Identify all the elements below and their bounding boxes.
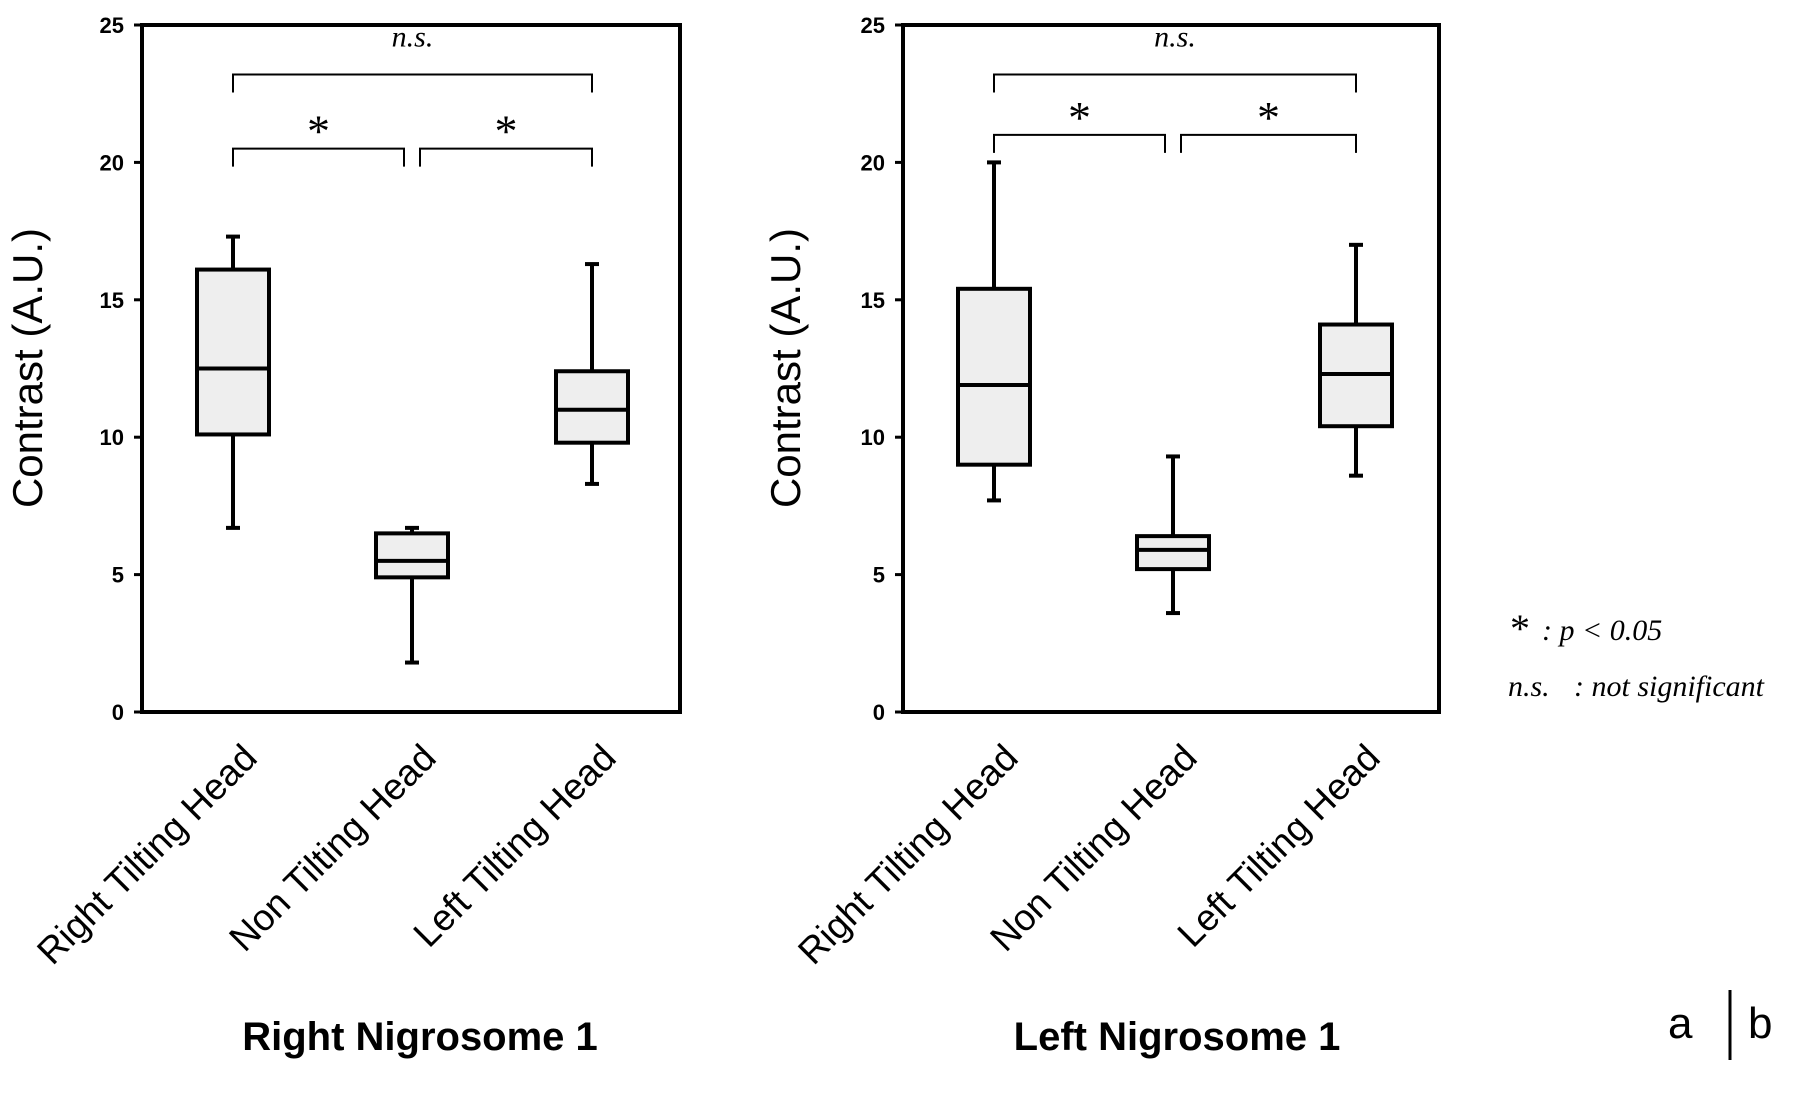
significance-star: * — [307, 106, 330, 157]
y-tick-label: 0 — [112, 700, 124, 725]
significance-bracket: * — [232, 106, 405, 167]
y-tick-label: 5 — [112, 563, 124, 588]
significance-bracket: * — [993, 92, 1166, 153]
x-category-label: Left Tilting Head — [1170, 737, 1388, 955]
box-3 — [1318, 242, 1394, 478]
significance-ns: n.s. — [392, 20, 434, 53]
box-body — [956, 286, 1032, 467]
significance-star: * — [495, 106, 518, 157]
box-2 — [374, 525, 450, 665]
box-body — [1135, 534, 1211, 572]
significance-bracket: n.s. — [232, 20, 593, 93]
box-1 — [195, 234, 271, 530]
bracket-line — [232, 147, 405, 167]
y-tick-label: 25 — [861, 13, 885, 38]
y-tick-label: 20 — [100, 150, 124, 175]
bracket-line — [1180, 133, 1357, 153]
y-tick-label: 15 — [861, 288, 885, 313]
y-tick-label: 0 — [873, 700, 885, 725]
legend-star-symbol: * — [1510, 606, 1530, 651]
legend-ns-symbol: n.s. — [1508, 670, 1550, 703]
significance-ns: n.s. — [1154, 20, 1196, 53]
bracket-line — [993, 73, 1357, 93]
y-tick-label: 10 — [861, 425, 885, 450]
panel-title: Right Nigrosome 1 — [242, 1015, 598, 1059]
panel-title: Left Nigrosome 1 — [1014, 1015, 1341, 1059]
box-3 — [554, 262, 630, 486]
box-body — [195, 267, 271, 437]
significance-bracket: * — [419, 106, 593, 167]
box-1 — [956, 160, 1032, 503]
legend: * : p < 0.05 n.s. : not significant — [1508, 606, 1765, 703]
bracket-line — [993, 133, 1166, 153]
plot-frame — [901, 23, 1441, 714]
box-body — [374, 531, 450, 580]
panel-labels: a b — [1668, 990, 1772, 1060]
y-tick-label: 25 — [100, 13, 124, 38]
legend-star-text: : p < 0.05 — [1542, 614, 1662, 647]
panel-label-b: b — [1748, 999, 1772, 1048]
legend-ns-text: : not significant — [1574, 670, 1765, 703]
y-axis-label: Contrast (A.U.) — [4, 228, 51, 508]
plot-frame — [140, 23, 682, 714]
y-tick-label: 5 — [873, 563, 885, 588]
box-2 — [1135, 454, 1211, 616]
significance-bracket: * — [1180, 92, 1357, 153]
significance-bracket: n.s. — [993, 20, 1357, 93]
y-tick-label: 15 — [100, 288, 124, 313]
y-tick-label: 10 — [100, 425, 124, 450]
bracket-line — [232, 73, 593, 93]
panel-label-a: a — [1668, 999, 1693, 1048]
y-tick-label: 20 — [861, 150, 885, 175]
box-body — [554, 369, 630, 445]
significance-star: * — [1257, 92, 1280, 143]
y-axis-label: Contrast (A.U.) — [762, 228, 809, 508]
bracket-line — [419, 147, 593, 167]
significance-star: * — [1068, 92, 1091, 143]
